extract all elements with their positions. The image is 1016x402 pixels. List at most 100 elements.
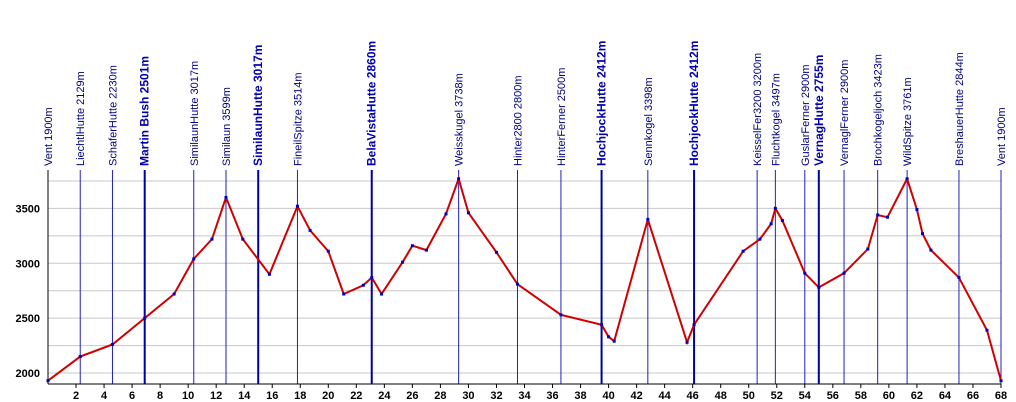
data-point [444, 212, 448, 216]
data-point [241, 237, 245, 241]
y-tick-label: 3000 [16, 258, 40, 270]
waypoint-label: BelaVistaHutte 2860m [365, 41, 379, 166]
waypoint-label: WildSpitze 3761m [902, 77, 914, 166]
waypoint-label: KeisselFer3200 3200m [752, 53, 764, 166]
data-point [361, 283, 365, 287]
data-point [559, 313, 563, 317]
data-point [494, 250, 498, 254]
waypoint-label: Vent 1900m [43, 107, 55, 166]
data-point [380, 292, 384, 296]
data-point [410, 244, 414, 248]
waypoint-markers [47, 170, 1002, 384]
x-tick-label: 56 [827, 390, 839, 402]
waypoint-label: VernagHutte 2755m [812, 55, 826, 166]
x-tick-label: 42 [630, 390, 642, 402]
x-tick-label: 50 [743, 390, 755, 402]
waypoint-label: SimilaunHutte 3017m [189, 61, 201, 166]
x-tick-label: 6 [129, 390, 135, 402]
x-tick-label: 22 [350, 390, 362, 402]
x-tick-label: 34 [518, 390, 531, 402]
data-point [46, 379, 50, 383]
data-point [842, 271, 846, 275]
waypoint-label: FineilSpitze 3514m [292, 72, 304, 166]
x-tick-label: 38 [574, 390, 586, 402]
data-point [999, 379, 1003, 383]
x-tick-label: 36 [546, 390, 558, 402]
data-point [401, 260, 405, 264]
waypoint-label: HochjockHutte 2412m [687, 41, 701, 166]
waypoint-label: SimilaunHutte 3017m [251, 45, 265, 166]
x-tick-label: 8 [157, 390, 163, 402]
data-point [110, 342, 114, 346]
x-tick-label: 44 [659, 390, 672, 402]
data-point [769, 222, 773, 226]
data-point [685, 340, 689, 344]
data-point [224, 195, 228, 199]
grid-lines [48, 180, 1001, 374]
data-point [600, 323, 604, 327]
x-tick-label: 4 [101, 390, 108, 402]
x-tick-label: 10 [182, 390, 194, 402]
waypoint-label: VernaglFerner 2900m [839, 60, 851, 166]
x-tick-label: 46 [687, 390, 699, 402]
y-tick-label: 2000 [16, 368, 40, 380]
x-tick-label: 60 [883, 390, 895, 402]
data-point [342, 292, 346, 296]
waypoint-label: BreshauerHutte 2844m [954, 52, 966, 166]
data-point [607, 335, 611, 339]
data-point [957, 276, 961, 280]
data-point [210, 237, 214, 241]
waypoint-labels: Vent 1900m LiechtlHutte 2129m SchaferHutte… [43, 41, 1008, 166]
data-point [692, 323, 696, 327]
data-point [905, 177, 909, 181]
waypoint-label: HinterFerner 2500m [556, 68, 568, 166]
x-tick-label: 48 [715, 390, 727, 402]
data-point [466, 211, 470, 215]
y-tick-label: 3500 [16, 203, 40, 215]
waypoint-label: Weisskugel 3738m [454, 73, 466, 166]
x-tick-label: 26 [406, 390, 418, 402]
data-point [172, 292, 176, 296]
data-point [424, 248, 428, 252]
waypoint-label: Vent 1900m [996, 107, 1008, 166]
x-tick-label: 28 [434, 390, 446, 402]
waypoint-label: HochjockHutte 2412m [595, 41, 609, 166]
data-point [326, 249, 330, 253]
x-tick-label: 58 [855, 390, 867, 402]
waypoint-label: Similaun 3599m [221, 87, 233, 166]
x-tick-label: 12 [210, 390, 222, 402]
waypoint-label: GuslarFerner 2900m [800, 65, 812, 167]
x-tick-label: 2 [73, 390, 79, 402]
data-point [143, 316, 147, 320]
x-tick-label: 20 [322, 390, 334, 402]
x-tick-label: 32 [490, 390, 502, 402]
x-tick-label: 66 [967, 390, 979, 402]
data-point [741, 249, 745, 253]
data-point [267, 272, 271, 276]
data-point [803, 271, 807, 275]
waypoint-label: SchaferHutte 2230m [107, 65, 119, 166]
data-point [370, 276, 374, 280]
waypoint-label: Martin Bush 2501m [138, 56, 152, 166]
y-tick-label: 2500 [16, 313, 40, 325]
x-tick-label: 64 [939, 390, 952, 402]
x-tick-label: 62 [911, 390, 923, 402]
data-point [929, 248, 933, 252]
waypoint-label: Brochkogeljoch 3423m [873, 54, 885, 166]
data-point [985, 328, 989, 332]
data-point [915, 208, 919, 212]
waypoint-label: Fluchtkogel 3497m [770, 73, 782, 166]
data-point [866, 247, 870, 251]
data-point [457, 177, 461, 181]
data-point [885, 215, 889, 219]
data-point [646, 217, 650, 221]
waypoint-label: LiechtlHutte 2129m [75, 71, 87, 166]
data-point [515, 282, 519, 286]
data-point [817, 285, 821, 289]
waypoint-label: Hinter2800 2800m [512, 75, 524, 166]
data-point [612, 339, 616, 343]
data-point [773, 206, 777, 210]
x-tick-label: 54 [799, 390, 812, 402]
